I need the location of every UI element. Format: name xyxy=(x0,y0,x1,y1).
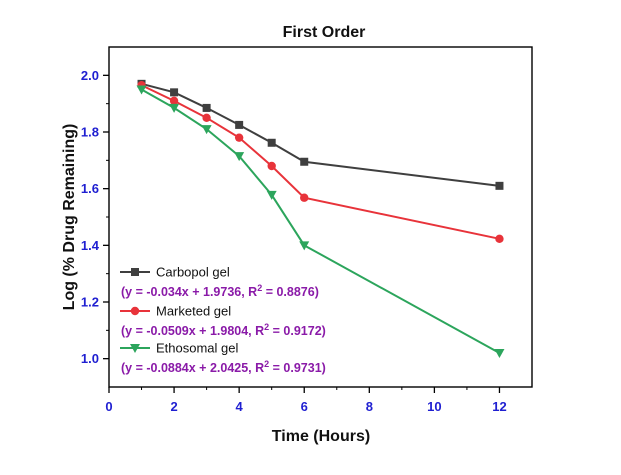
x-tick-label: 4 xyxy=(236,399,244,414)
x-tick-label: 10 xyxy=(427,399,441,414)
legend-marker xyxy=(131,268,139,276)
data-point xyxy=(495,181,504,190)
series-marketed-gel xyxy=(137,81,504,244)
data-point xyxy=(494,349,505,358)
data-point xyxy=(495,234,504,244)
chart-title: First Order xyxy=(283,24,366,41)
data-point xyxy=(300,193,309,202)
legend-label: Marketed gel xyxy=(156,304,231,319)
x-tick-label: 0 xyxy=(105,399,112,414)
data-point xyxy=(201,125,212,135)
equation-label: (y = -0.0884x + 2.0425, R2 = 0.9731) xyxy=(121,359,326,375)
data-point xyxy=(266,190,277,200)
legend-marker xyxy=(130,344,140,353)
series-carbopol-gel xyxy=(137,79,504,190)
data-point xyxy=(267,138,276,147)
data-point xyxy=(202,113,211,123)
series-line xyxy=(141,82,500,187)
x-tick-label: 6 xyxy=(301,399,308,414)
legend-entry: Carbopol gel (y = -0.034x + 1.9736, R2 = … xyxy=(120,265,319,299)
y-tick-label: 1.2 xyxy=(81,295,99,310)
y-tick-label: 1.0 xyxy=(81,351,99,366)
data-point xyxy=(170,88,179,97)
x-axis-ticks: 0 2 4 6 8 10 12 xyxy=(105,387,507,414)
data-point xyxy=(235,120,244,129)
y-tick-label: 1.6 xyxy=(81,181,99,196)
data-point xyxy=(136,85,147,95)
legend-entry: Marketed gel (y = -0.0509x + 1.9804, R2 =… xyxy=(120,304,326,338)
data-point xyxy=(300,157,309,166)
series-line xyxy=(141,84,500,240)
x-tick-label: 2 xyxy=(170,399,177,414)
data-point xyxy=(202,103,211,112)
data-point xyxy=(267,161,276,171)
legend-label: Ethosomal gel xyxy=(156,341,238,356)
legend-marker xyxy=(130,306,140,316)
y-tick-label: 1.4 xyxy=(81,238,100,253)
y-tick-label: 1.8 xyxy=(81,125,99,140)
x-axis-title: Time (Hours) xyxy=(272,428,370,445)
data-point xyxy=(169,96,179,106)
data-point xyxy=(234,133,244,142)
x-tick-label: 12 xyxy=(492,399,506,414)
legend: Carbopol gel (y = -0.034x + 1.9736, R2 = … xyxy=(120,265,326,375)
legend-entry: Ethosomal gel (y = -0.0884x + 2.0425, R2 … xyxy=(120,341,326,375)
legend-label: Carbopol gel xyxy=(156,265,230,280)
y-axis-ticks: 1.0 1.2 1.4 1.6 1.8 2.0 xyxy=(81,68,109,366)
series-ethosomal-gel xyxy=(136,85,505,358)
y-axis-title: Log (% Drug Remaining) xyxy=(61,124,78,311)
equation-label: (y = -0.034x + 1.9736, R2 = 0.8876) xyxy=(121,283,319,299)
series-layer xyxy=(136,79,505,358)
x-tick-label: 8 xyxy=(366,399,373,414)
data-point xyxy=(299,241,310,251)
data-point xyxy=(234,152,245,162)
data-point xyxy=(169,103,180,113)
y-tick-label: 2.0 xyxy=(81,68,99,83)
equation-label: (y = -0.0509x + 1.9804, R2 = 0.9172) xyxy=(121,322,326,338)
